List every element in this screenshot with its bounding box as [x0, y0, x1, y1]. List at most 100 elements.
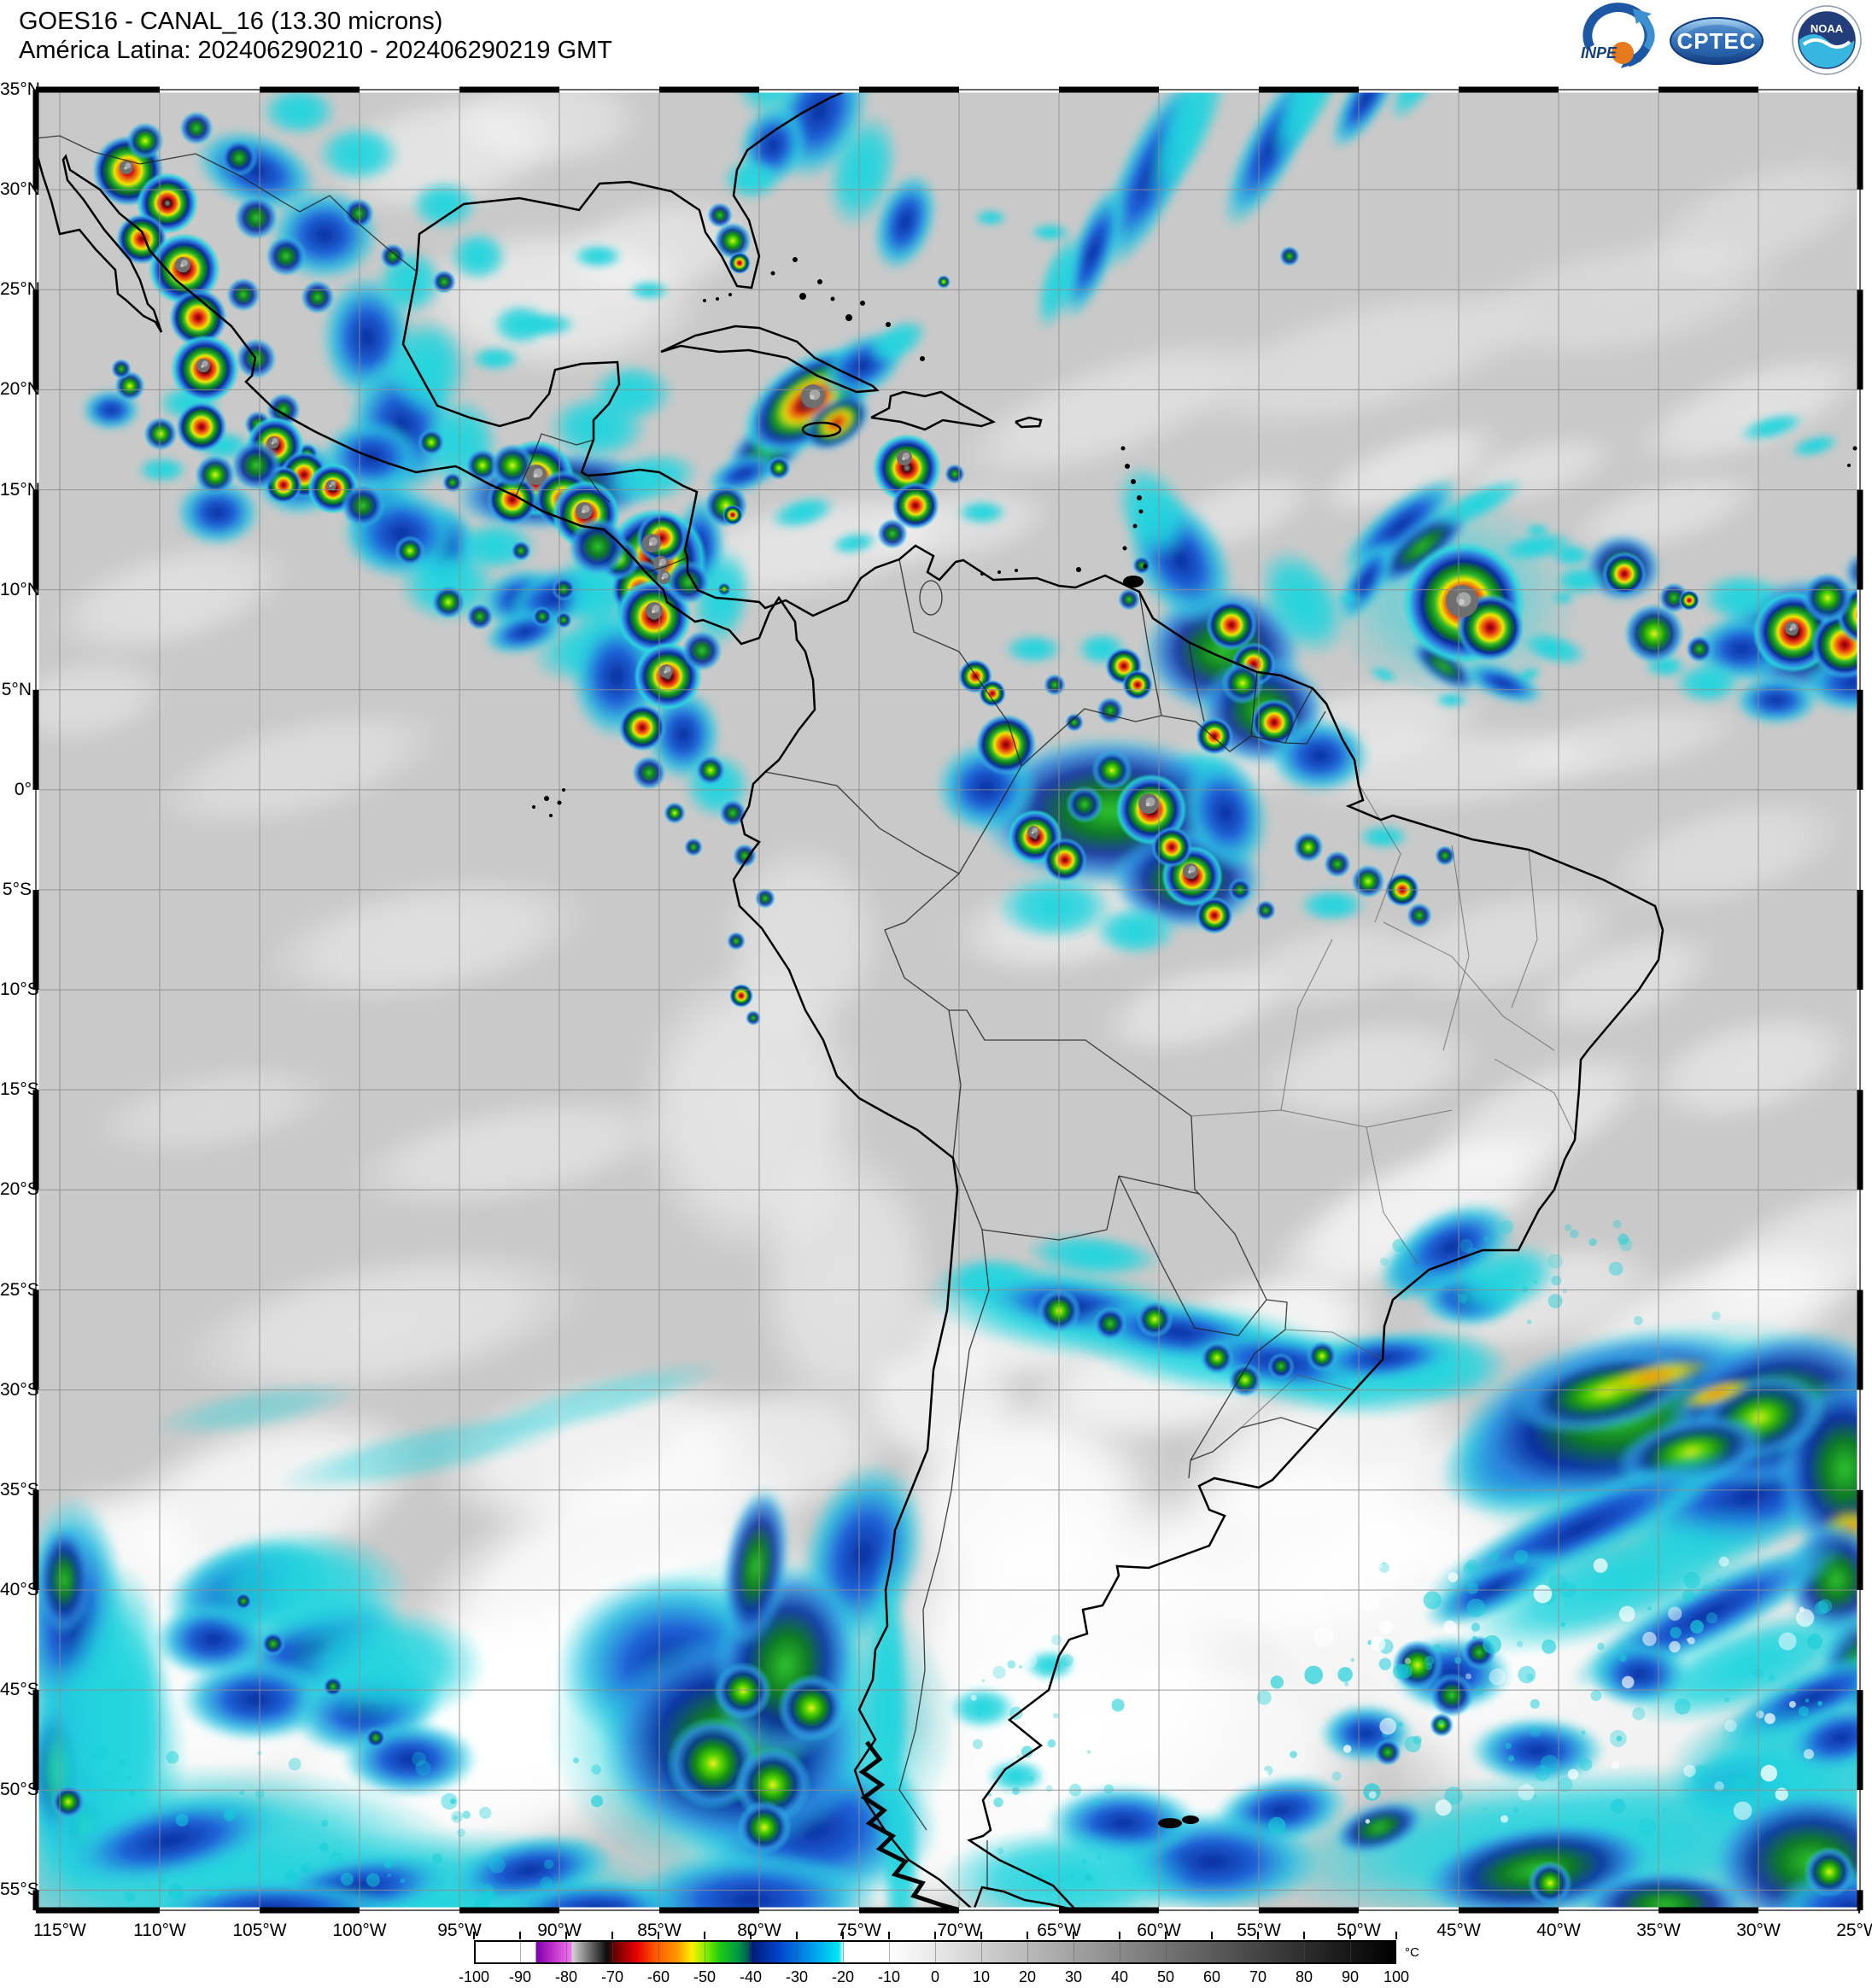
lat-label: 50°S: [0, 1780, 39, 1800]
lon-label: 80°W: [737, 1921, 781, 1940]
colorbar-gridline: [1073, 1942, 1074, 1962]
lon-label: 55°W: [1237, 1921, 1281, 1940]
lon-label: 95°W: [437, 1921, 482, 1940]
lat-label: 20°S: [0, 1179, 39, 1200]
temperature-colorbar: [474, 1940, 1396, 1964]
colorbar-tick: [750, 1932, 752, 1939]
inpe-logo: INPE: [1581, 3, 1655, 68]
colorbar-tick-label: 40: [1110, 1968, 1129, 1985]
colorbar-gridline: [797, 1942, 798, 1962]
lon-label: 60°W: [1137, 1921, 1181, 1940]
lat-label: 20°N: [0, 379, 40, 400]
colorbar-tick: [704, 1932, 705, 1939]
colorbar-tick-label: 90: [1341, 1968, 1360, 1985]
colorbar-tick-label: -30: [785, 1968, 808, 1985]
colorbar-tick-label: -20: [831, 1968, 854, 1985]
lon-label: 105°W: [232, 1921, 287, 1940]
colorbar-tick-label: -40: [739, 1968, 762, 1985]
colorbar-gridline: [935, 1942, 936, 1962]
colorbar-gridline: [1304, 1942, 1305, 1962]
colorbar-tick-label: 60: [1202, 1968, 1221, 1985]
colorbar-tick: [1165, 1932, 1167, 1939]
colorbar-tick: [796, 1932, 798, 1939]
colorbar-tick: [1257, 1932, 1259, 1939]
inpe-logo-text: INPE: [1581, 44, 1618, 61]
colorbar-gridline: [566, 1942, 567, 1962]
satellite-imagery-layer: [36, 90, 1860, 1910]
lat-label: 15°N: [0, 479, 40, 500]
lon-label: 115°W: [33, 1921, 86, 1940]
lat-label: 35°N: [0, 79, 40, 99]
colorbar-gridline: [520, 1942, 521, 1962]
colorbar-tick: [565, 1932, 567, 1939]
colorbar-tick-label: 70: [1249, 1968, 1267, 1985]
colorbar-unit-label: °C: [1405, 1945, 1419, 1960]
colorbar-tick: [934, 1932, 936, 1939]
lon-label: 30°W: [1736, 1921, 1781, 1940]
page-title: GOES16 - CANAL_16 (13.30 microns): [19, 8, 443, 35]
lat-label: 30°S: [0, 1379, 39, 1400]
lon-label: 50°W: [1337, 1921, 1381, 1940]
lon-label: 35°W: [1636, 1921, 1681, 1940]
lon-label: 85°W: [637, 1921, 682, 1940]
colorbar-gridline: [658, 1942, 659, 1962]
lat-label: 0°: [14, 779, 32, 799]
colorbar-tick-label: 20: [1018, 1968, 1037, 1985]
lat-label: 5°S: [2, 880, 32, 900]
lat-label: 55°S: [0, 1880, 39, 1900]
colorbar-tick: [519, 1932, 521, 1939]
colorbar-tick-label: -60: [646, 1968, 670, 1985]
lon-label: 25°W: [1836, 1921, 1872, 1940]
noaa-logo-text: NOAA: [1811, 22, 1844, 35]
colorbar-tick: [1073, 1932, 1074, 1939]
colorbar-tick: [1349, 1932, 1351, 1939]
colorbar-tick: [980, 1932, 982, 1939]
colorbar-tick-label: 100: [1383, 1968, 1410, 1985]
lon-label: 100°W: [332, 1921, 387, 1940]
noaa-logo: NOAA: [1792, 5, 1862, 75]
small-islands: [532, 257, 1860, 1828]
lon-label: 45°W: [1436, 1921, 1481, 1940]
map-frame: [32, 86, 1863, 1914]
lat-label: 30°N: [0, 179, 40, 200]
lat-label: 10°N: [0, 579, 40, 599]
colorbar-tick: [611, 1932, 613, 1939]
colorbar-gridline: [1258, 1942, 1259, 1962]
colorbar-tick-label: -70: [600, 1968, 623, 1985]
colorbar-tick-label: 80: [1295, 1968, 1313, 1985]
colorbar-tick-label: 10: [972, 1968, 991, 1985]
lat-label: 15°S: [0, 1079, 39, 1100]
colorbar-gridline: [1027, 1942, 1028, 1962]
colorbar-gridline: [1166, 1942, 1167, 1962]
lat-label: 45°S: [0, 1680, 39, 1700]
colorbar-gridline: [1212, 1942, 1213, 1962]
lat-label: 25°S: [0, 1279, 39, 1300]
coastlines-and-borders: [36, 90, 1860, 1910]
colorbar-tick-label: -10: [877, 1968, 900, 1985]
lat-label: 10°S: [0, 979, 39, 1000]
colorbar-tick-label: -50: [693, 1968, 716, 1985]
lat-lon-grid: [36, 90, 1860, 1910]
colorbar-gridline: [843, 1942, 844, 1962]
colorbar-gridline: [889, 1942, 890, 1962]
cptec-logo: CPTEC: [1670, 17, 1764, 65]
lon-label: 90°W: [537, 1921, 582, 1940]
colorbar-tick: [1027, 1932, 1028, 1939]
colorbar-tick-label: 30: [1064, 1968, 1083, 1985]
colorbar-tick: [842, 1932, 844, 1939]
colorbar-tick-label: -90: [508, 1968, 531, 1985]
lat-label: 5°N: [1, 679, 32, 699]
lat-label: 35°S: [0, 1479, 39, 1500]
colorbar-tick-label: 0: [930, 1968, 939, 1985]
colorbar-tick-label: -80: [554, 1968, 577, 1985]
lon-label: 75°W: [837, 1921, 881, 1940]
lon-label: 65°W: [1037, 1921, 1081, 1940]
lat-label: 40°S: [0, 1579, 39, 1599]
fjord-coastline: [858, 1740, 962, 1910]
lat-label: 25°N: [0, 279, 40, 300]
colorbar-tick: [1303, 1932, 1305, 1939]
colorbar-gridline: [612, 1942, 613, 1962]
cptec-logo-text: CPTEC: [1676, 28, 1756, 54]
colorbar-gridline: [1350, 1942, 1351, 1962]
